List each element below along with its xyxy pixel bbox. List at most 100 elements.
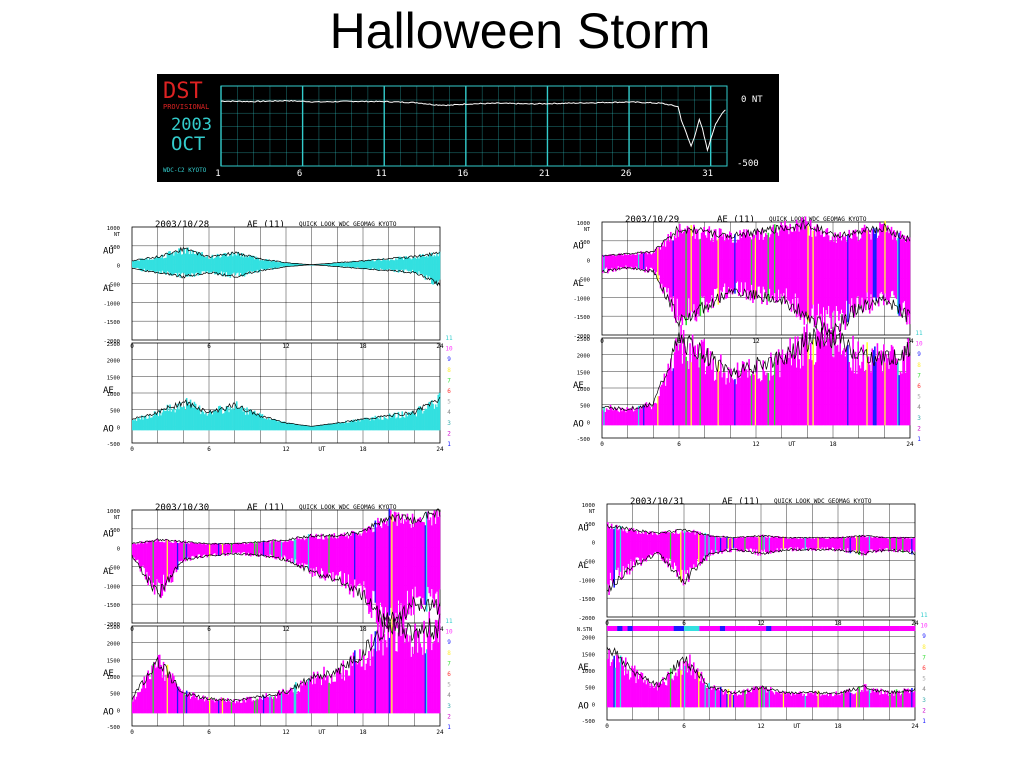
- ae-au-al-bar: [672, 533, 675, 570]
- ae-ae-bar: [750, 374, 753, 426]
- ae-au-al-bar: [823, 538, 826, 548]
- ae-ae-bar: [192, 407, 194, 431]
- ae-au-al-bar: [407, 519, 410, 615]
- dst-index-panel: DST PROVISIONAL 2003 OCT WDC-C2 KYOTO 1 6 11 16 2…: [157, 74, 779, 182]
- ae-au-al-bar: [752, 536, 754, 553]
- ae-ae-bar: [618, 662, 621, 708]
- ae-au-al-bar: [151, 259, 153, 271]
- ae-ae-bar: [216, 700, 219, 714]
- ae-au-al-bar: [852, 230, 854, 313]
- ae-au-al-bar: [315, 533, 318, 567]
- ae-au-al-bar: [626, 254, 628, 270]
- ae-x-tick-lower: 18: [359, 446, 367, 453]
- ae-ae-bar: [341, 422, 343, 431]
- ae-au-al-bar: [393, 511, 396, 637]
- ae-au-al-bar: [189, 542, 192, 561]
- ae-ae-bar: [289, 423, 292, 431]
- ae-ae-bar: [605, 408, 608, 426]
- ae-au-al-bar: [357, 535, 360, 585]
- ae-au-al-bar: [398, 256, 401, 272]
- ae-ae-bar: [903, 688, 906, 708]
- ae-au-al-bar: [839, 232, 841, 314]
- ae-ae-bar: [232, 408, 234, 431]
- ae-ae-bar: [749, 375, 752, 426]
- ae-ae-bar: [345, 420, 347, 431]
- ae-au-al-bar: [854, 538, 857, 551]
- ae-au-al-bar: [750, 239, 753, 285]
- ae-station-cell: [873, 626, 880, 631]
- ae-ae-bar: [768, 690, 771, 708]
- ae-ae-bar: [144, 415, 147, 431]
- ae-au-al-bar: [298, 263, 301, 266]
- ae-ae-bar: [211, 414, 214, 431]
- ae-au-al-bar: [803, 229, 806, 325]
- ae-ae-bar: [679, 344, 681, 426]
- ae-au-al-bar: [690, 225, 693, 311]
- ae-ae-bar: [305, 425, 307, 431]
- ae-ae-bar: [700, 671, 703, 708]
- ae-au-al-bar: [164, 257, 166, 274]
- ae-au-al-bar: [224, 543, 226, 556]
- ae-au-al-bar: [425, 255, 428, 276]
- ae-au-al-bar: [814, 537, 817, 552]
- ae-au-al-bar: [253, 259, 256, 273]
- ae-au-al-bar: [817, 537, 820, 550]
- ae-ae-bar: [716, 370, 718, 426]
- ae-au-al-bar: [244, 542, 247, 556]
- ae-ae-bar: [899, 371, 902, 426]
- ae-au-al-bar: [327, 263, 329, 266]
- ae-ae-bar: [758, 687, 761, 708]
- ae-ae-bar: [438, 392, 441, 431]
- ae-au-al-bar: [862, 227, 865, 313]
- ae-ae-bar: [813, 692, 816, 708]
- ae-au-al-bar: [388, 260, 391, 269]
- ae-au-al-bar: [863, 224, 866, 304]
- ae-au-al-bar: [863, 535, 866, 554]
- ae-ae-bar: [315, 425, 318, 431]
- ae-source: QUICK LOOK WDC GEOMAG KYOTO: [769, 216, 867, 223]
- ae-au-al-bar: [152, 259, 155, 272]
- ae-au-al-bar: [135, 544, 138, 561]
- ae-au-al-bar: [411, 513, 414, 590]
- ae-au-al-bar: [323, 264, 325, 266]
- ae-au-al-bar: [354, 532, 356, 580]
- ae-au-al-bar: [681, 233, 684, 326]
- ae-lower-tick: 2500: [107, 342, 120, 348]
- ae-ae-bar: [257, 413, 260, 431]
- dst-x-tick: 11: [376, 169, 387, 179]
- ae-ae-bar: [745, 693, 748, 708]
- ae-au-al-bar: [721, 236, 723, 292]
- ae-ae-bar: [652, 406, 654, 426]
- ae-ae-bar: [348, 422, 351, 431]
- ae-ae-bar: [624, 657, 627, 708]
- ae-au-al-bar: [205, 544, 207, 557]
- ae-ae-bar: [829, 331, 831, 426]
- ae-au-al-bar: [251, 542, 253, 555]
- ae-ae-bar: [708, 682, 710, 708]
- ae-station-cell: [648, 626, 654, 631]
- ae-au-al-bar: [341, 262, 343, 268]
- ae-station-cell: [909, 626, 916, 631]
- ae-ae-bar: [215, 698, 217, 714]
- ae-au-al-bar: [630, 255, 632, 267]
- ae-label-ao: AO: [103, 424, 114, 434]
- ae-x-tick-upper: 18: [834, 620, 842, 627]
- ae-ae-bar: [206, 415, 209, 431]
- ae-au-al-bar: [689, 532, 691, 568]
- ae-au-al-bar: [350, 261, 352, 268]
- ae-x-tick-upper: 24: [911, 620, 919, 627]
- ae-ae-bar: [707, 348, 709, 426]
- ae-au-al-bar: [871, 229, 874, 311]
- ae-ae-bar: [767, 372, 770, 426]
- ae-au-al-bar: [762, 239, 764, 287]
- ae-ae-bar: [197, 700, 200, 714]
- ae-ae-bar: [205, 699, 207, 714]
- ae-ae-bar: [147, 418, 149, 431]
- ae-ae-bar: [148, 415, 151, 431]
- ae-au-al-bar: [296, 263, 298, 266]
- ae-au-al-bar: [749, 536, 752, 549]
- ae-lower-tick: 1500: [582, 652, 595, 658]
- ae-au-al-bar: [618, 529, 621, 576]
- ae-ae-bar: [291, 688, 293, 714]
- ae-ae-bar: [250, 696, 252, 714]
